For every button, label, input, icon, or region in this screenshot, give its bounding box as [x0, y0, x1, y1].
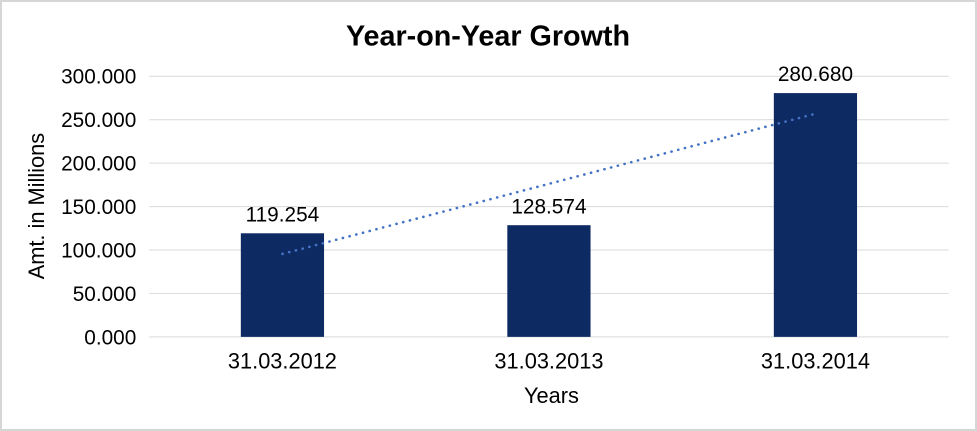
bar-value-label: 119.254: [246, 203, 320, 226]
y-tick-label: 50.000: [73, 283, 137, 306]
y-tick-label: 300.000: [61, 66, 136, 89]
chart-title: Year-on-Year Growth: [346, 21, 630, 53]
y-tick-label: 150.000: [61, 196, 136, 219]
bar: [507, 225, 591, 337]
bars: [240, 93, 858, 337]
y-tick-label: 200.000: [61, 153, 136, 176]
y-tick-label: 250.000: [61, 109, 136, 132]
x-tick-label: 31.03.2012: [228, 349, 337, 374]
y-tick-labels: 0.000 50.000 100.000 150.000 200.000 250.000 3…: [61, 66, 136, 350]
y-tick-label: 0.000: [84, 326, 136, 349]
bar: [240, 233, 325, 337]
bar: [773, 93, 858, 337]
x-tick-label: 31.03.2014: [761, 349, 870, 374]
x-axis-title: Years: [524, 383, 579, 408]
bar-value-label: 280.680: [778, 63, 853, 86]
x-tick-label: 31.03.2013: [494, 349, 603, 374]
y-axis-title: Amt. in Millions: [24, 133, 49, 280]
bar-value-label: 128.574: [511, 195, 586, 218]
y-tick-label: 100.000: [61, 239, 136, 262]
data-labels: 119.254 128.574 280.680: [246, 63, 853, 226]
x-tick-labels: 31.03.2012 31.03.2013 31.03.2014: [228, 349, 870, 374]
